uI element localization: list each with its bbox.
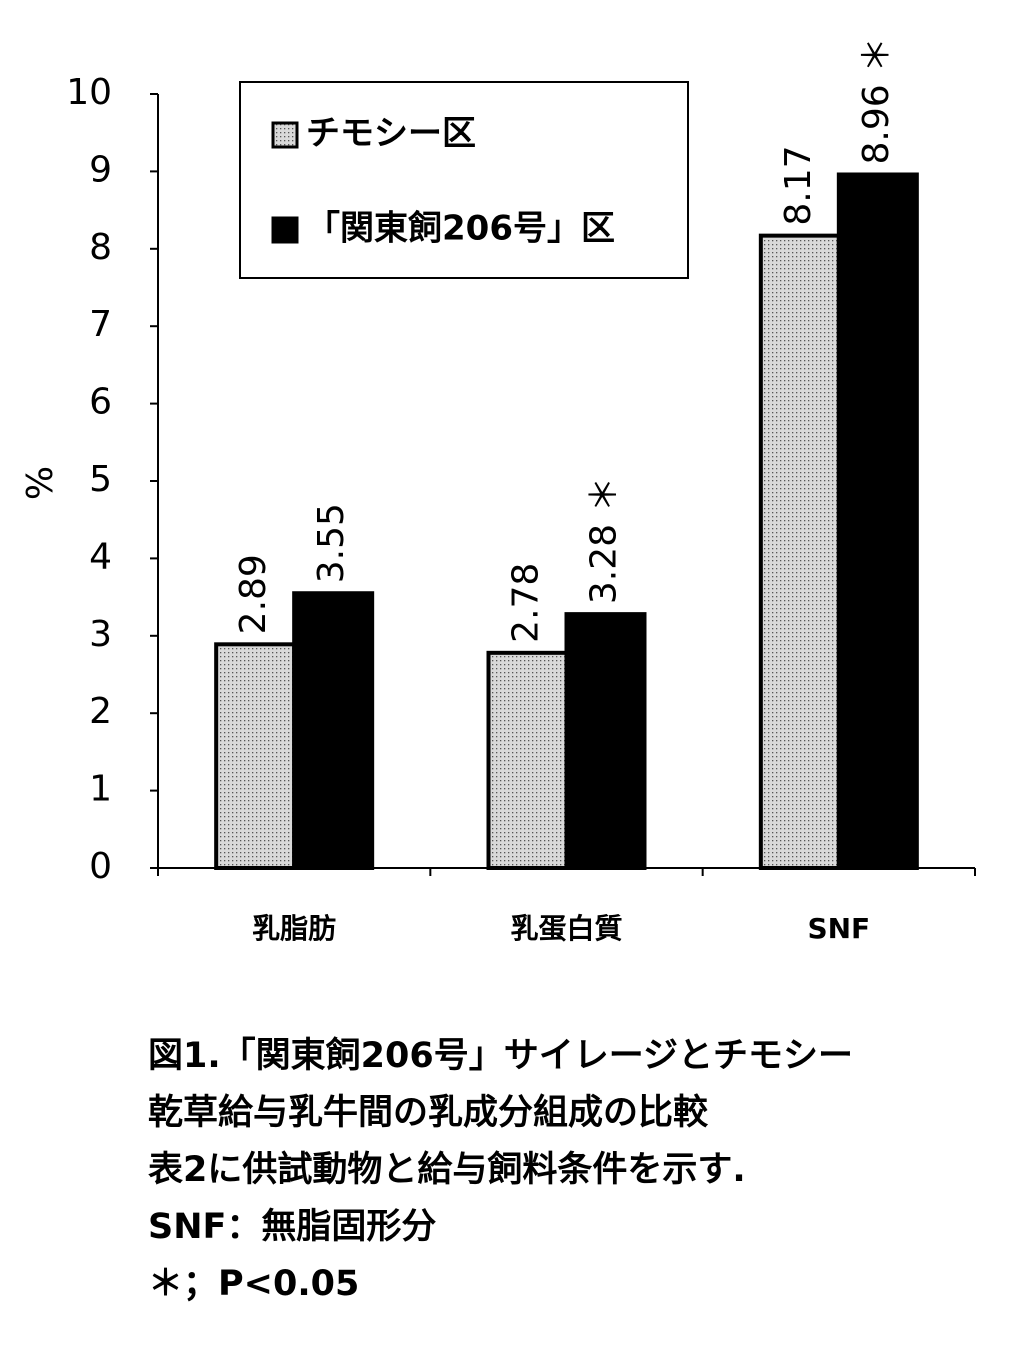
caption-line: ＊；P<0.05 bbox=[148, 1264, 359, 1304]
bar bbox=[214, 642, 297, 871]
y-tick-label: 4 bbox=[89, 536, 112, 577]
y-tick-label: 6 bbox=[89, 382, 112, 423]
value-label: 2.89 bbox=[233, 554, 274, 634]
y-tick-label: 8 bbox=[89, 227, 112, 268]
legend-swatch bbox=[271, 121, 299, 149]
y-tick-label: 0 bbox=[89, 846, 112, 887]
caption-line: 乾草給与乳牛間の乳成分組成の比較 bbox=[148, 1093, 709, 1133]
y-tick-label: 9 bbox=[89, 149, 112, 190]
value-label: 8.96 ＊ bbox=[856, 37, 897, 165]
value-label: 3.28 ＊ bbox=[584, 477, 625, 605]
legend-swatch bbox=[271, 216, 299, 244]
value-label: 2.78 bbox=[506, 563, 547, 643]
y-tick-label: 1 bbox=[89, 769, 112, 810]
caption-line: 表2に供試動物と給与飼料条件を示す. bbox=[148, 1150, 746, 1190]
caption-line: 図1.「関東飼206号」サイレージとチモシー bbox=[148, 1036, 853, 1076]
value-label: 8.17 bbox=[778, 145, 819, 225]
bar bbox=[758, 233, 841, 870]
bar bbox=[564, 612, 647, 870]
y-tick-label: 7 bbox=[89, 304, 112, 345]
y-tick-label: 10 bbox=[66, 72, 112, 113]
y-tick-label: 5 bbox=[89, 459, 112, 500]
y-tick-label: 3 bbox=[89, 614, 112, 655]
caption-line: SNF：無脂固形分 bbox=[148, 1207, 436, 1247]
legend-label: 「関東飼206号」区 bbox=[306, 209, 615, 249]
legend-box bbox=[239, 81, 689, 279]
value-label: 3.55 bbox=[311, 503, 352, 583]
x-tick-label: 乳蛋白質 bbox=[510, 912, 622, 945]
x-tick-label: 乳脂肪 bbox=[252, 912, 336, 945]
y-axis-label: % bbox=[20, 466, 61, 500]
bar bbox=[486, 650, 569, 870]
legend-label: チモシー区 bbox=[306, 114, 476, 154]
x-tick-label: SNF bbox=[807, 912, 870, 945]
bar bbox=[836, 172, 919, 871]
bar bbox=[292, 591, 375, 870]
y-tick-label: 2 bbox=[89, 691, 112, 732]
